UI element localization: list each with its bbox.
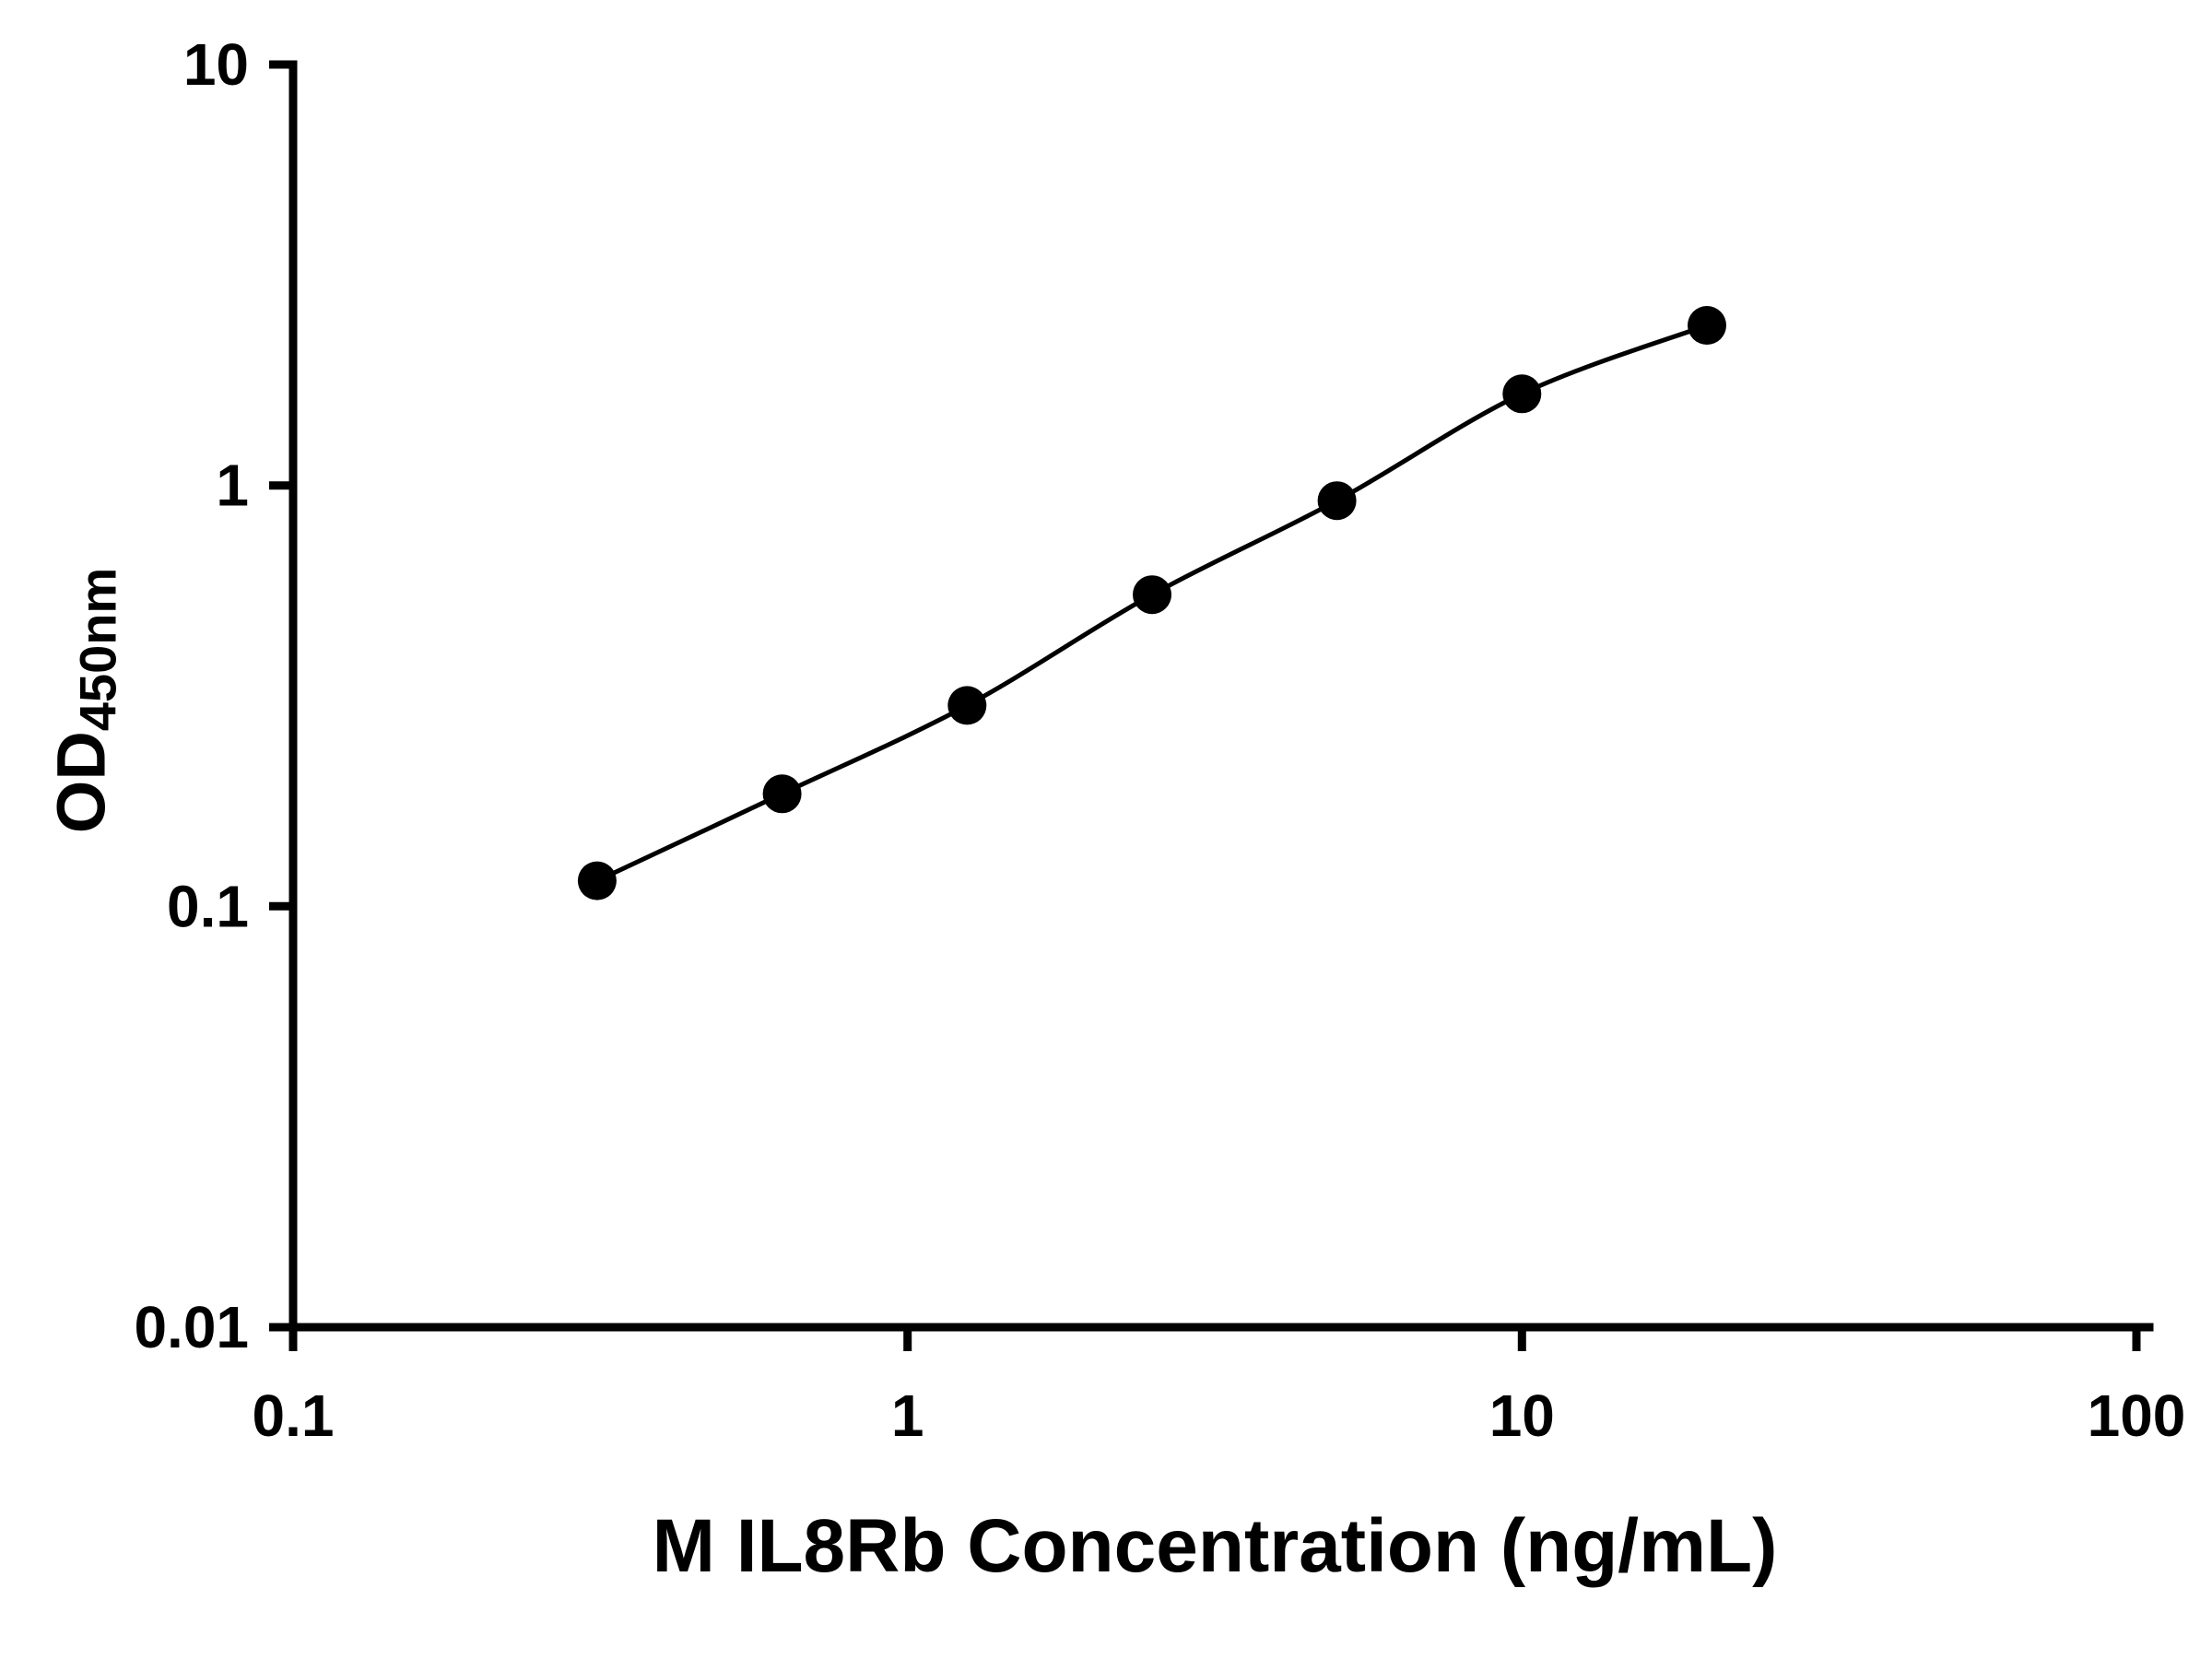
y-tick-label: 1 <box>216 453 249 519</box>
x-axis-title: M IL8Rb Concentration (ng/mL) <box>652 1504 1778 1588</box>
y-tick-label: 0.1 <box>167 873 249 939</box>
data-point <box>762 774 802 814</box>
data-point <box>1502 374 1542 414</box>
x-tick-label: 0.1 <box>253 1382 335 1449</box>
x-tick-label: 10 <box>1489 1382 1555 1449</box>
y-axis-title-subscript: 450nm <box>68 567 127 732</box>
x-tick-label: 100 <box>2088 1382 2186 1449</box>
y-tick-label: 10 <box>183 31 249 98</box>
data-point <box>947 686 987 725</box>
x-tick-label: 1 <box>891 1382 924 1449</box>
data-point <box>1317 481 1357 521</box>
y-axis-title-main: OD <box>42 731 120 834</box>
y-axis-title: OD450nm <box>42 568 127 834</box>
data-point <box>577 861 617 900</box>
y-tick-label: 0.01 <box>134 1294 249 1360</box>
data-point <box>1688 306 1726 345</box>
data-point <box>1133 575 1171 615</box>
